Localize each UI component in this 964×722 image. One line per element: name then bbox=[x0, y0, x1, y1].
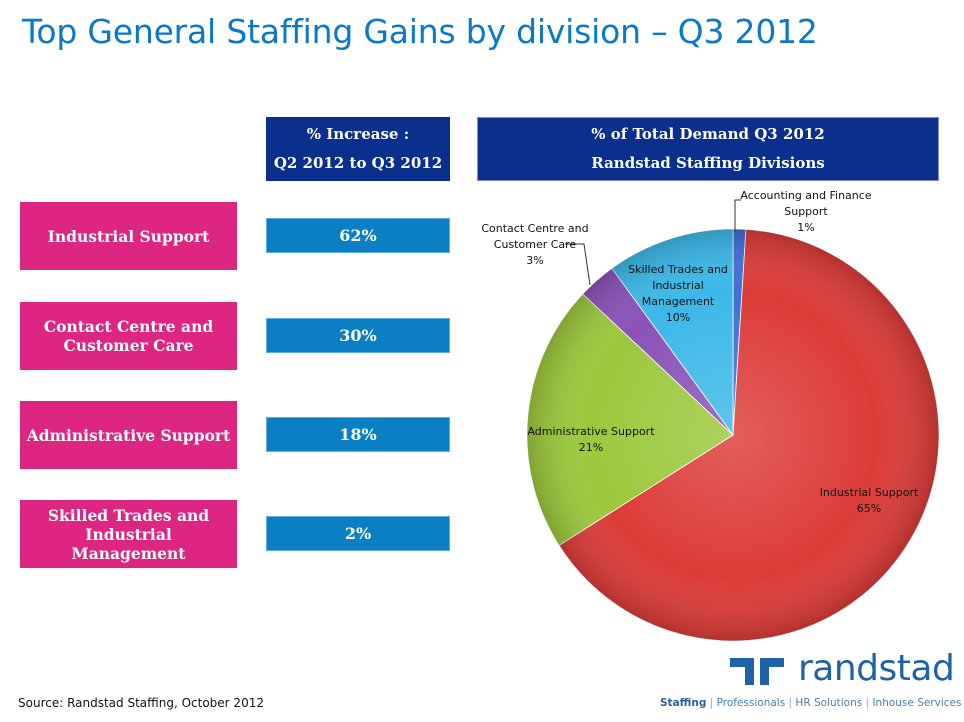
value-administrative-support: 18% bbox=[266, 417, 450, 452]
value-industrial-support: 62% bbox=[266, 218, 450, 253]
tagline-staffing: Staffing bbox=[660, 697, 707, 709]
label-administrative-support: Administrative Support 21% bbox=[527, 425, 655, 454]
leader-accounting bbox=[734, 199, 741, 232]
label-skilled-trades: Skilled Trades and Industrial Management 10… bbox=[628, 263, 728, 324]
source-note: Source: Randstad Staffing, October 2012 bbox=[18, 696, 264, 710]
value-skilled-trades: 2% bbox=[266, 516, 450, 551]
category-industrial-support: Industrial Support bbox=[20, 202, 237, 270]
tagline-inhouse-services: Inhouse Services bbox=[872, 697, 962, 709]
brand-tagline: Staffing | Professionals | HR Solutions … bbox=[660, 697, 962, 709]
label-contact-centre: Contact Centre and Customer Care 3% bbox=[481, 222, 588, 267]
randstad-logo-icon bbox=[730, 658, 784, 685]
pie-header: % of Total Demand Q3 2012 Randstad Staff… bbox=[477, 117, 939, 181]
leader-contact-centre bbox=[565, 243, 591, 286]
category-administrative-support: Administrative Support bbox=[20, 401, 237, 469]
page-title: Top General Staffing Gains by division –… bbox=[22, 12, 818, 51]
brand-name: randstad bbox=[798, 648, 955, 689]
tagline-hr-solutions: HR Solutions bbox=[795, 697, 863, 709]
increase-header-line2: Q2 2012 to Q3 2012 bbox=[273, 154, 443, 172]
tagline-professionals: Professionals bbox=[716, 697, 786, 709]
pie-header-line2: Randstad Staffing Divisions bbox=[591, 154, 825, 172]
category-contact-centre: Contact Centre and Customer Care bbox=[20, 302, 237, 370]
category-skilled-trades: Skilled Trades and Industrial Management bbox=[20, 500, 237, 568]
label-accounting-finance: Accounting and Finance Support 1% bbox=[740, 189, 871, 234]
pie-header-line1: % of Total Demand Q3 2012 bbox=[591, 125, 825, 143]
increase-header: % Increase : Q2 2012 to Q3 2012 bbox=[266, 117, 450, 181]
label-industrial-support: Industrial Support 65% bbox=[820, 486, 919, 515]
value-contact-centre: 30% bbox=[266, 318, 450, 353]
increase-header-line1: % Increase : bbox=[306, 125, 410, 143]
